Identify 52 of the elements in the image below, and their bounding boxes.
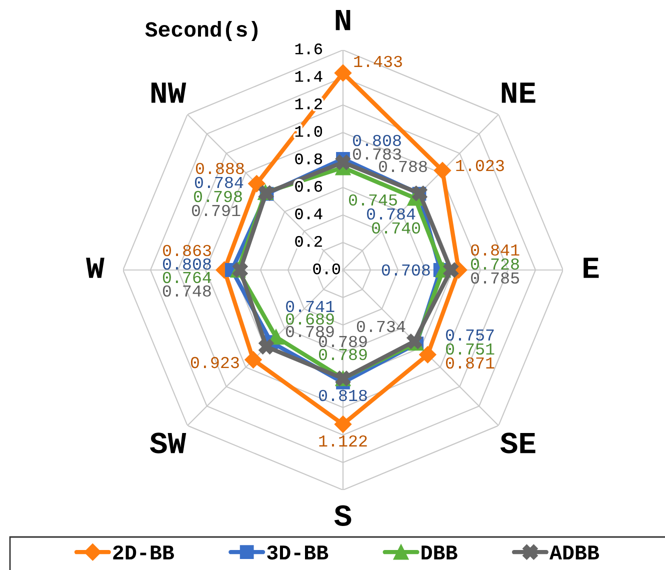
data-label: 0.764 <box>162 272 212 284</box>
data-label: 0.784 <box>194 176 244 188</box>
data-label: 0.689 <box>286 313 334 325</box>
data-label: 0.745 <box>349 194 397 206</box>
data-label: 0.740 <box>372 222 420 234</box>
y-tick-label: 1.6 <box>295 43 322 54</box>
data-label: 0.923 <box>190 356 239 368</box>
spoke-label: E <box>584 258 599 278</box>
data-label: 0.784 <box>367 208 416 220</box>
data-label: 0.871 <box>446 357 494 369</box>
data-label: 0.708 <box>382 264 430 276</box>
data-label: 0.788 <box>379 160 427 172</box>
spoke-label: NE <box>502 82 536 103</box>
y-tick-label: 0.0 <box>313 263 340 274</box>
spoke-label: S <box>334 505 352 526</box>
y-tick-label: 0.8 <box>295 153 322 164</box>
data-label: 0.818 <box>319 390 367 402</box>
data-label: 0.783 <box>353 148 401 160</box>
data-label: 0.791 <box>192 204 240 216</box>
y-tick-label: 0.2 <box>295 236 322 247</box>
legend-label: ADBB <box>549 546 600 560</box>
data-label: 0.789 <box>286 326 334 338</box>
y-tick-label: 0.6 <box>295 180 322 192</box>
data-label: 0.785 <box>471 272 519 284</box>
data-label: 1.023 <box>456 160 504 172</box>
legend-label: DBB <box>422 546 458 560</box>
data-label: 0.789 <box>319 348 367 360</box>
data-label: 0.789 <box>319 336 367 348</box>
data-label: 1.433 <box>354 56 402 68</box>
data-label: 0.808 <box>353 134 401 146</box>
y-tick-label: 0.4 <box>295 208 322 220</box>
spoke-label: SW <box>150 432 186 454</box>
spoke-label: N <box>336 10 350 30</box>
data-label: 0.728 <box>471 258 519 270</box>
spoke-label: SE <box>500 432 536 454</box>
data-label: 0.741 <box>286 300 334 312</box>
legend-label: 2D-BB <box>113 545 174 560</box>
data-label: 0.863 <box>163 244 211 256</box>
data-label: 0.734 <box>356 320 406 332</box>
spoke-label: NW <box>151 82 186 103</box>
data-label: 0.751 <box>446 343 494 355</box>
data-label: 0.798 <box>194 190 242 202</box>
data-label: 1.122 <box>319 435 367 446</box>
y-tick-label: 1.4 <box>295 71 322 82</box>
data-label: 0.888 <box>196 162 244 174</box>
data-label: 0.748 <box>162 285 211 297</box>
legend-label: 3D-BB <box>267 545 328 560</box>
text: Second(s) <box>145 20 258 42</box>
data-label: 0.757 <box>446 329 494 341</box>
data-label: 0.808 <box>162 258 211 270</box>
data-label: 0.841 <box>471 244 520 256</box>
spoke-label: W <box>86 258 104 278</box>
